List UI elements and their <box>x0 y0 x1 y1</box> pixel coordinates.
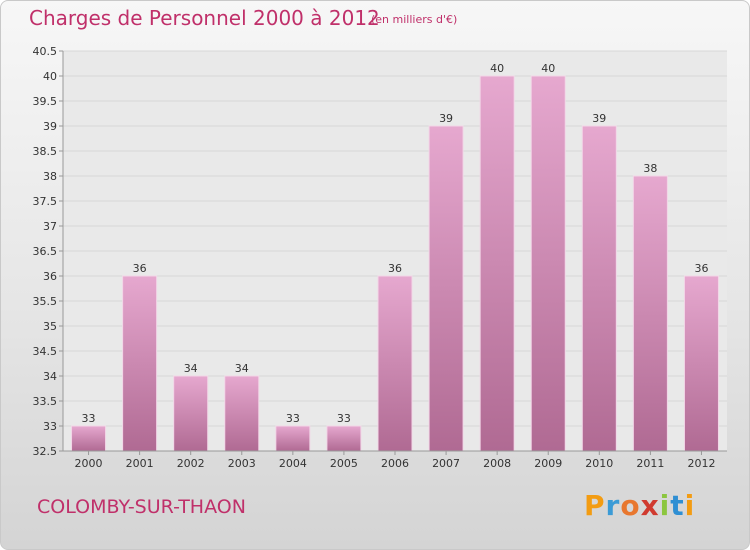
proxiti-logo: Proxiti <box>584 489 695 522</box>
bar <box>632 175 668 452</box>
bar-value-label: 34 <box>235 362 249 375</box>
bar <box>530 75 566 452</box>
bar-value-label: 33 <box>82 412 96 425</box>
y-tick-label: 38.5 <box>33 145 58 158</box>
x-tick-label: 2005 <box>330 457 358 470</box>
bar-value-label: 33 <box>337 412 351 425</box>
bar-value-label: 36 <box>133 262 147 275</box>
y-tick-label: 40 <box>43 70 57 83</box>
y-tick-label: 37 <box>43 220 57 233</box>
bar-value-label: 36 <box>694 262 708 275</box>
x-tick-label: 2011 <box>636 457 664 470</box>
bar <box>71 425 107 452</box>
y-tick-label: 33.5 <box>33 395 58 408</box>
logo-letter: x <box>640 489 660 522</box>
bar-value-label: 40 <box>541 62 555 75</box>
bar-value-label: 34 <box>184 362 198 375</box>
y-tick-label: 32.5 <box>33 445 58 458</box>
bar-value-label: 38 <box>643 162 657 175</box>
bar <box>326 425 362 452</box>
x-tick-label: 2006 <box>381 457 409 470</box>
x-tick-label: 2010 <box>585 457 613 470</box>
data-labels: 33 36 34 34 33 33 36 39 40 40 39 38 36 <box>82 62 709 425</box>
x-tick-label: 2002 <box>177 457 205 470</box>
y-tick-label: 36.5 <box>33 245 58 258</box>
y-tick-label: 34.5 <box>33 345 58 358</box>
bar <box>173 375 209 452</box>
x-tick-label: 2001 <box>126 457 154 470</box>
x-tick-label: 2004 <box>279 457 307 470</box>
chart-title: Charges de Personnel 2000 à 2012 <box>29 6 380 30</box>
x-axis: 2000 2001 2002 2003 2004 2005 2006 2007 2008 2009… <box>75 451 715 470</box>
y-tick-label: 35 <box>43 320 57 333</box>
bars <box>71 75 719 452</box>
bar-value-label: 39 <box>592 112 606 125</box>
bar-value-label: 36 <box>388 262 402 275</box>
logo-letter: i <box>659 489 671 522</box>
y-tick-label: 39 <box>43 120 57 133</box>
x-tick-label: 2003 <box>228 457 256 470</box>
x-tick-label: 2000 <box>75 457 103 470</box>
bar <box>581 125 617 452</box>
bar <box>428 125 464 452</box>
bar-value-label: 33 <box>286 412 300 425</box>
y-tick-label: 38 <box>43 170 57 183</box>
y-tick-label: 36 <box>43 270 57 283</box>
y-tick-label: 37.5 <box>33 195 58 208</box>
bar <box>683 275 719 452</box>
logo-letter: o <box>620 489 641 522</box>
y-tick-label: 33 <box>43 420 57 433</box>
bar <box>479 75 515 452</box>
x-tick-label: 2007 <box>432 457 460 470</box>
bar <box>377 275 413 452</box>
logo-letter: t <box>670 489 685 522</box>
y-tick-label: 35.5 <box>33 295 58 308</box>
logo-letter: P <box>584 489 606 522</box>
x-tick-label: 2012 <box>687 457 715 470</box>
y-tick-label: 34 <box>43 370 57 383</box>
y-axis: 32.5 33 33.5 34 34.5 35 35.5 36 36.5 37 37.5 38 38.5… <box>33 45 63 458</box>
x-tick-label: 2009 <box>534 457 562 470</box>
city-name: COLOMBY-SUR-THAON <box>37 496 246 518</box>
bar <box>224 375 260 452</box>
x-tick-label: 2008 <box>483 457 511 470</box>
logo-letter: i <box>684 489 696 522</box>
bar <box>122 275 158 452</box>
bar <box>275 425 311 452</box>
bar-value-label: 39 <box>439 112 453 125</box>
bar-value-label: 40 <box>490 62 504 75</box>
chart-subtitle: (en milliers d'€) <box>371 13 458 26</box>
y-tick-label: 39.5 <box>33 95 58 108</box>
logo-letter: r <box>605 489 621 522</box>
y-tick-label: 40.5 <box>33 45 58 58</box>
